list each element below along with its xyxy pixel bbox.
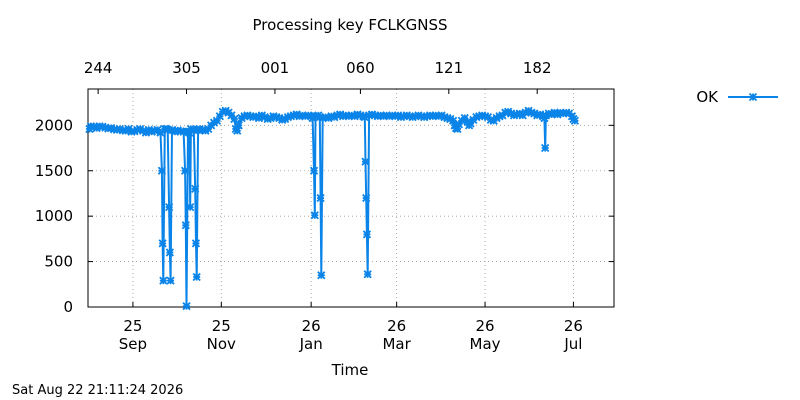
y-tick-label: 0 xyxy=(63,298,73,316)
data-point xyxy=(180,166,190,175)
data-point xyxy=(159,276,168,285)
x-axis-top: 244 305 001 060 121 182 xyxy=(84,59,552,94)
data-point xyxy=(361,157,370,166)
x-tick-label-month: Mar xyxy=(382,335,411,353)
x-top-tick-label: 001 xyxy=(261,59,290,77)
x-tick-label-month: Jan xyxy=(299,335,323,353)
y-axis: 0 500 1000 1500 2000 xyxy=(35,116,614,316)
footer-timestamp: Sat Aug 22 21:11:24 2026 xyxy=(12,383,183,398)
chart-title: Processing key FCLKGNSS xyxy=(252,16,447,34)
data-point xyxy=(182,301,191,311)
data-point xyxy=(317,271,326,280)
x-tick-label-month: Sep xyxy=(119,335,147,353)
y-tick-label: 1500 xyxy=(35,162,73,180)
data-point xyxy=(363,270,372,279)
x-tick-label: 26 xyxy=(302,317,321,335)
x-tick-label: 25 xyxy=(212,317,231,335)
data-point xyxy=(191,239,201,248)
y-tick-label: 1000 xyxy=(35,207,73,225)
data-point xyxy=(310,211,319,220)
x-top-tick-label: 060 xyxy=(346,59,375,77)
data-point xyxy=(362,193,371,203)
data-point xyxy=(362,230,372,239)
data-point xyxy=(191,184,200,194)
y-tick-label: 2000 xyxy=(35,116,73,134)
x-axis-label: Time xyxy=(331,361,369,379)
data-point xyxy=(230,114,239,124)
x-tick-label-month: Jul xyxy=(563,335,582,353)
data-point xyxy=(192,272,201,282)
legend: OK xyxy=(696,88,778,106)
x-tick-label: 26 xyxy=(564,317,583,335)
legend-marker-glyph xyxy=(748,92,758,102)
data-point xyxy=(449,116,458,125)
data-point xyxy=(157,166,167,175)
plot-frame xyxy=(87,88,615,308)
data-point xyxy=(570,116,580,125)
x-tick-label: 25 xyxy=(123,317,142,335)
x-top-tick-label: 121 xyxy=(434,59,463,77)
data-point xyxy=(316,193,325,203)
x-top-tick-label: 182 xyxy=(523,59,552,77)
x-top-tick-label: 244 xyxy=(84,59,113,77)
data-point xyxy=(165,248,175,257)
y-tick-label: 500 xyxy=(44,253,73,271)
data-point xyxy=(158,239,167,248)
x-top-tick-label: 305 xyxy=(172,59,201,77)
legend-marker-ok xyxy=(748,92,758,102)
x-tick-label: 26 xyxy=(387,317,406,335)
x-tick-label-month: Nov xyxy=(207,335,236,353)
grid-lines xyxy=(88,89,614,308)
series-group xyxy=(85,106,580,311)
series-line-ok xyxy=(88,109,576,308)
data-point xyxy=(309,166,319,175)
data-point xyxy=(166,276,175,285)
data-point xyxy=(234,121,243,130)
data-point xyxy=(541,143,550,153)
x-tick-label-month: May xyxy=(470,335,501,353)
data-point xyxy=(181,221,190,230)
legend-label-ok: OK xyxy=(696,88,719,106)
x-tick-label: 26 xyxy=(475,317,494,335)
data-point xyxy=(165,202,174,212)
data-point xyxy=(186,202,195,212)
